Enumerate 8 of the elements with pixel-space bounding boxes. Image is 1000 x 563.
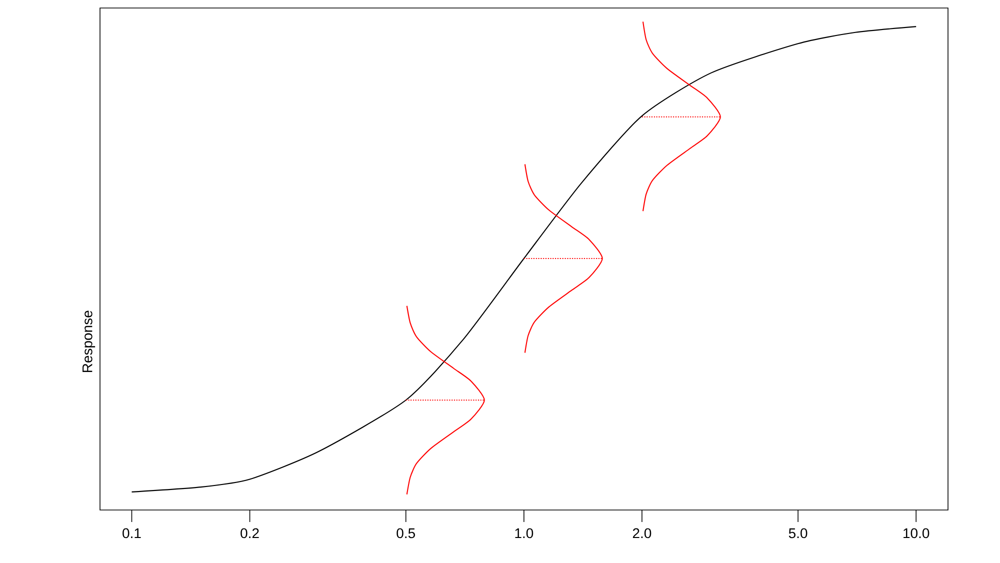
x-tick-label: 0.2 bbox=[240, 528, 259, 538]
x-tick-label: 0.1 bbox=[122, 528, 141, 538]
x-tick-label: 1.0 bbox=[515, 528, 534, 538]
x-tick-label: 0.5 bbox=[396, 528, 416, 538]
y-axis-title: Response bbox=[82, 310, 96, 372]
x-tick-label: 2.0 bbox=[632, 528, 652, 538]
x-tick-label: 10.0 bbox=[904, 528, 930, 538]
x-tick-label: 5.0 bbox=[788, 528, 808, 538]
